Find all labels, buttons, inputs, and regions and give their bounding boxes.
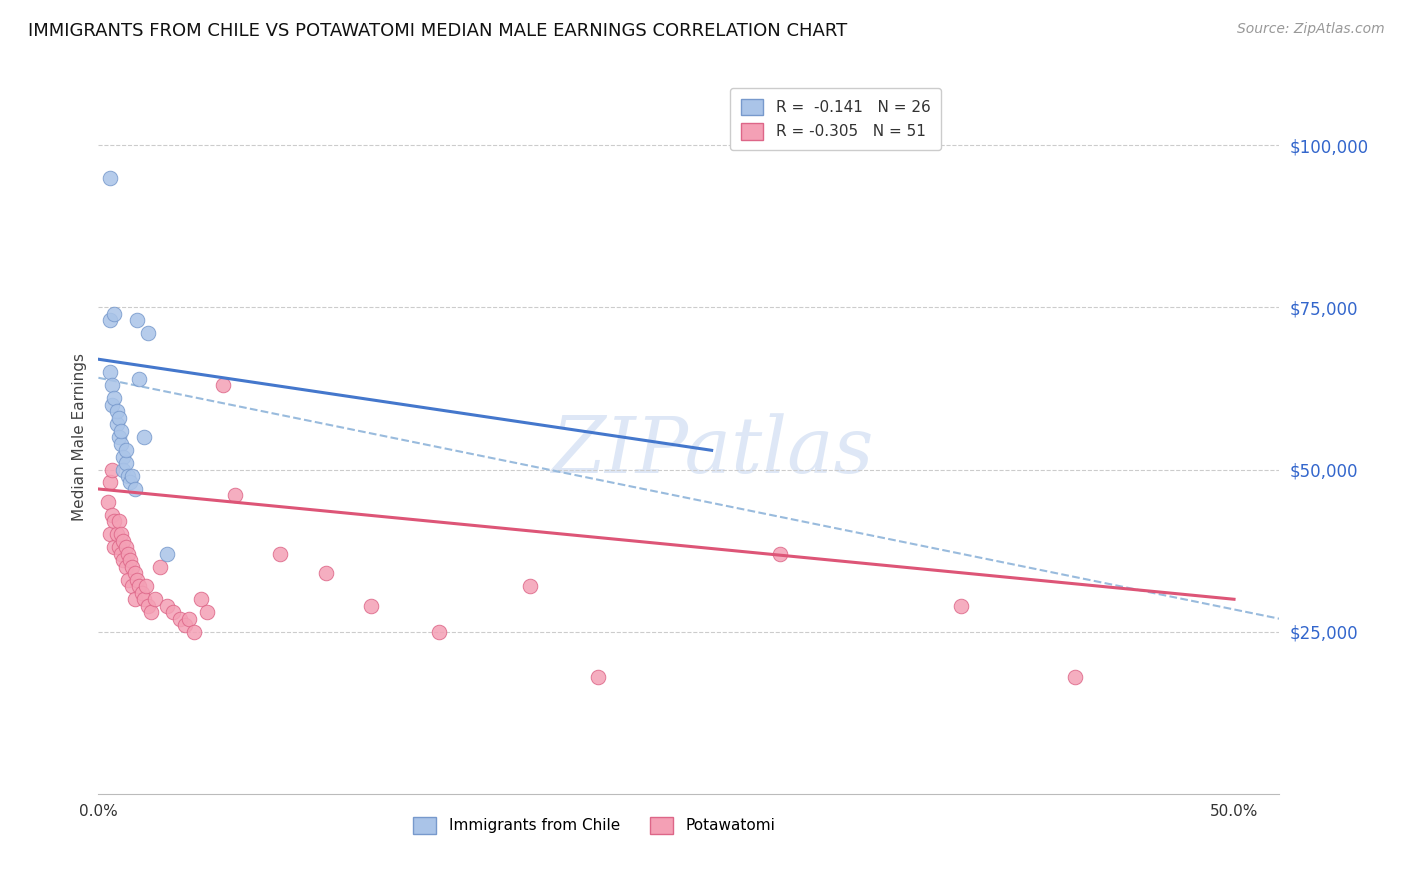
Point [125,313,148,327]
Point [98,313,121,327]
Point [108,430,131,444]
Point [269,547,291,561]
Point [132,592,155,607]
Point [132,430,155,444]
Point [120,553,142,567]
Point [190,592,212,607]
Point [586,670,609,684]
Point [124,482,146,496]
Point [121,559,143,574]
Y-axis label: Median Male Earnings: Median Male Earnings [72,353,87,521]
Point [101,378,124,392]
Point [125,573,148,587]
Point [162,605,184,619]
Text: IMMIGRANTS FROM CHILE VS POTAWATOMI MEDIAN MALE EARNINGS CORRELATION CHART: IMMIGRANTS FROM CHILE VS POTAWATOMI MEDI… [28,22,848,40]
Point [950,599,973,613]
Point [128,372,150,386]
Point [103,307,125,321]
Point [110,547,132,561]
Point [117,573,139,587]
Point [155,599,177,613]
Legend: Immigrants from Chile, Potawatomi: Immigrants from Chile, Potawatomi [408,811,782,839]
Point [101,508,124,522]
Point [121,579,143,593]
Point [98,527,121,541]
Point [1064,670,1087,684]
Point [110,527,132,541]
Point [139,605,162,619]
Point [224,488,246,502]
Point [114,559,136,574]
Point [124,566,146,581]
Point [124,592,146,607]
Point [114,456,136,470]
Point [105,527,128,541]
Point [112,553,135,567]
Point [138,326,160,341]
Point [138,599,160,613]
Point [103,391,125,405]
Point [128,579,150,593]
Point [108,541,131,555]
Point [114,541,136,555]
Point [112,450,135,464]
Point [110,436,132,450]
Point [315,566,337,581]
Text: Source: ZipAtlas.com: Source: ZipAtlas.com [1237,22,1385,37]
Point [173,618,195,632]
Point [103,541,125,555]
Point [105,404,128,418]
Point [155,547,177,561]
Point [98,170,121,185]
Point [105,417,128,431]
Point [197,605,219,619]
Point [183,624,205,639]
Text: ZIPatlas: ZIPatlas [551,413,873,490]
Point [360,599,382,613]
Point [117,469,139,483]
Point [98,365,121,379]
Point [96,495,118,509]
Point [149,559,172,574]
Point [112,462,135,476]
Point [101,398,124,412]
Point [120,475,142,490]
Point [98,475,121,490]
Point [169,612,191,626]
Point [114,443,136,458]
Point [110,424,132,438]
Point [519,579,541,593]
Point [131,586,153,600]
Point [117,547,139,561]
Point [112,533,135,548]
Point [769,547,792,561]
Point [135,579,157,593]
Point [143,592,166,607]
Point [103,515,125,529]
Point [121,469,143,483]
Point [427,624,450,639]
Point [108,410,131,425]
Point [108,515,131,529]
Point [101,462,124,476]
Point [179,612,201,626]
Point [212,378,235,392]
